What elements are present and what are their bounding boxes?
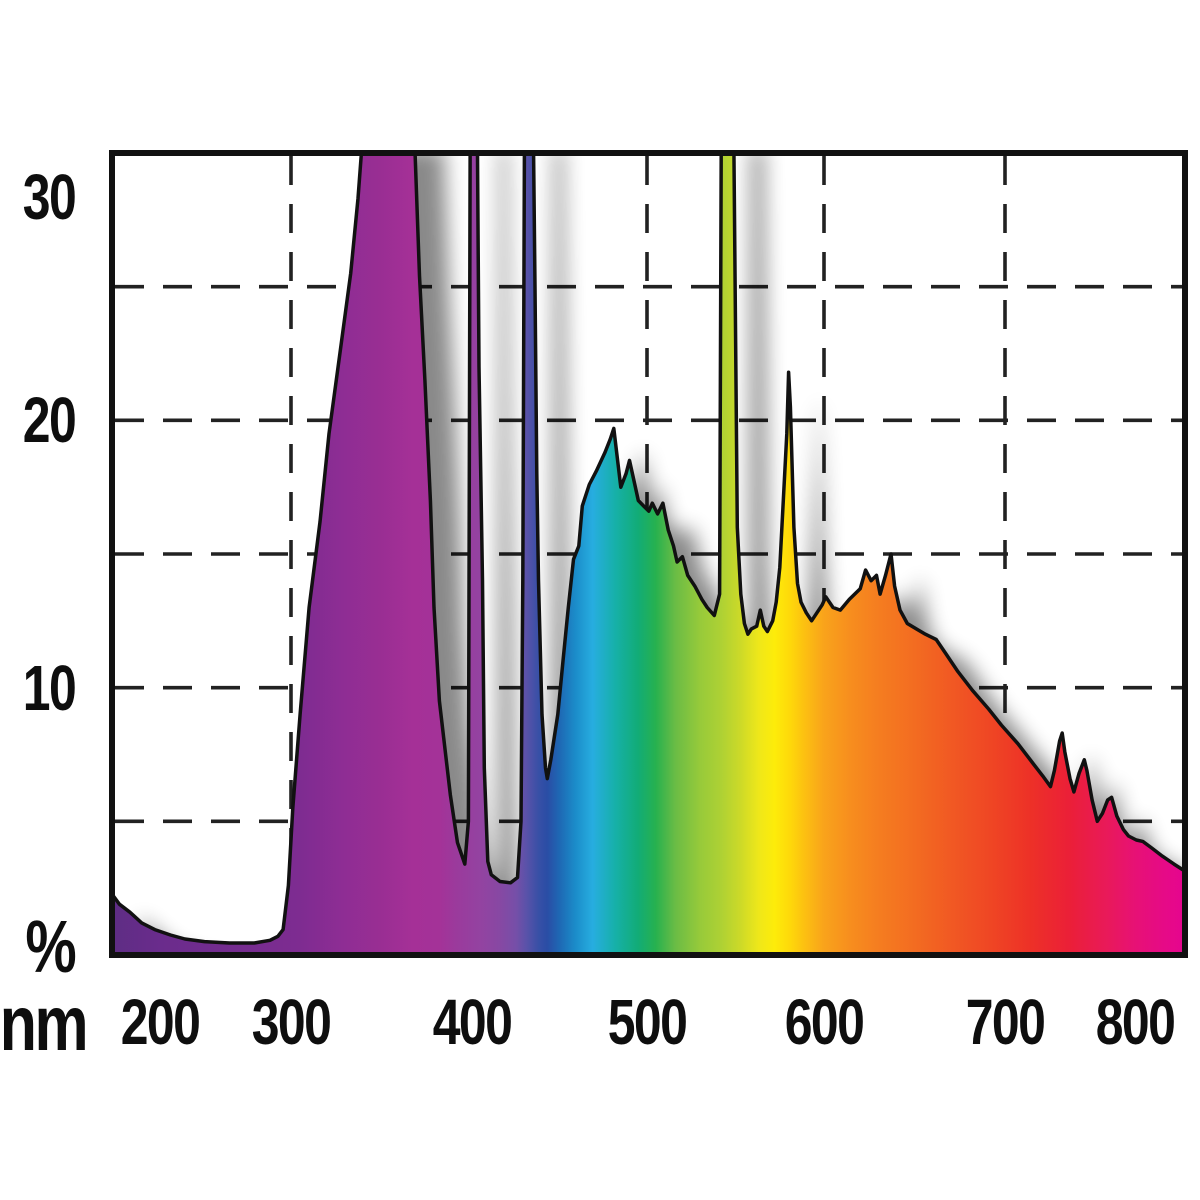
y-tick-label-30-text: 30 [22, 161, 77, 233]
y-tick-label-30: 30 [15, 165, 82, 229]
y-tick-label-20-text: 20 [22, 384, 77, 457]
x-tick-label-800-text: 800 [1095, 986, 1176, 1058]
x-tick-label-200: 200 [110, 990, 211, 1054]
x-tick-label-500: 500 [597, 990, 698, 1054]
y-tick-label-10: 10 [15, 656, 82, 720]
x-tick-label-600: 600 [774, 990, 875, 1054]
x-axis-unit-nm-text: nm [0, 979, 89, 1067]
x-tick-label-300: 300 [241, 990, 342, 1054]
x-tick-label-200-text: 200 [120, 986, 201, 1058]
y-tick-label-10-text: 10 [22, 651, 77, 724]
x-axis-unit-nm: nm [0, 984, 99, 1062]
x-tick-label-700-text: 700 [965, 986, 1046, 1058]
y-tick-label-20: 20 [15, 388, 82, 452]
x-tick-label-300-text: 300 [251, 986, 332, 1058]
x-tick-label-400: 400 [422, 990, 523, 1054]
x-tick-label-700: 700 [955, 990, 1056, 1054]
spectrum-area [115, 156, 1182, 954]
x-tick-label-800: 800 [1085, 990, 1186, 1054]
plot-frame [109, 150, 1188, 958]
x-tick-label-400-text: 400 [432, 986, 513, 1058]
y-axis-unit-percent: % [18, 910, 84, 984]
y-axis-unit-percent-text: % [25, 905, 77, 988]
x-tick-label-600-text: 600 [784, 986, 865, 1058]
x-tick-label-500-text: 500 [607, 986, 688, 1058]
